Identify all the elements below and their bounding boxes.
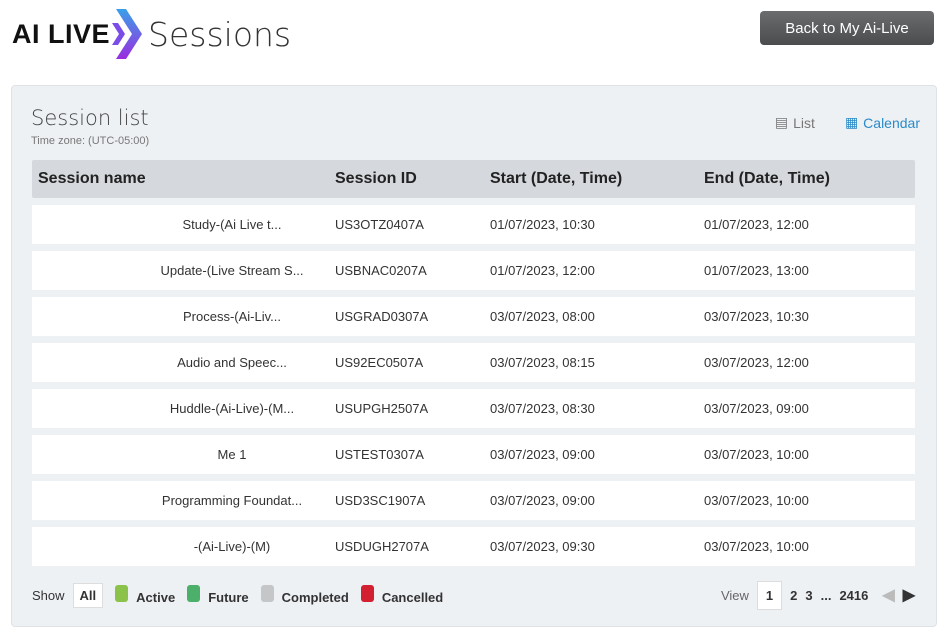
chevron-logo-icon xyxy=(112,9,143,59)
table-row[interactable]: Huddle-(Ai-Live)-(M... USUPGH2507A 03/07/2… xyxy=(32,389,915,428)
page-2[interactable]: 2 xyxy=(790,587,798,603)
table-row[interactable]: Update-(Live Stream S... USBNAC0207A 01/07… xyxy=(32,251,915,290)
next-page-icon[interactable]: ▶ xyxy=(902,587,915,604)
session-id: US3OTZ0407A xyxy=(335,217,424,232)
session-name: Huddle-(Ai-Live)-(M... xyxy=(169,401,295,416)
session-id: USUPGH2507A xyxy=(335,401,429,416)
page-last[interactable]: 2416 xyxy=(839,587,869,603)
end-time: 03/07/2023, 09:00 xyxy=(704,401,809,416)
session-list-panel: Session list Time zone: (UTC-05:00) ▤ Lis… xyxy=(11,85,937,627)
legend-swatch-future[interactable] xyxy=(187,585,201,602)
column-header-session-name[interactable]: Session name xyxy=(38,170,146,187)
column-header-start[interactable]: Start (Date, Time) xyxy=(490,170,623,187)
show-label: Show xyxy=(32,587,65,603)
start-time: 03/07/2023, 09:00 xyxy=(490,493,595,508)
table-row[interactable]: Programming Foundat... USD3SC1907A 03/07/2… xyxy=(32,481,915,520)
session-name: -(Ai-Live)-(M) xyxy=(193,539,271,554)
filter-all[interactable]: All xyxy=(72,582,104,608)
end-time: 01/07/2023, 13:00 xyxy=(704,263,809,278)
list-label: List xyxy=(793,114,815,131)
session-id: USTEST0307A xyxy=(335,447,424,462)
table-footer: Show All Active Future Completed Cancelled … xyxy=(32,580,915,610)
session-id: USD3SC1907A xyxy=(335,493,426,508)
session-name: Process-(Ai-Liv... xyxy=(183,309,281,324)
end-time: 03/07/2023, 10:00 xyxy=(704,539,809,554)
list-view-toggle[interactable]: ▤ List xyxy=(775,114,815,131)
start-time: 03/07/2023, 08:30 xyxy=(490,401,595,416)
column-header-end[interactable]: End (Date, Time) xyxy=(704,170,830,187)
legend-swatch-completed[interactable] xyxy=(260,585,274,602)
page-ellipsis: ... xyxy=(820,587,832,603)
start-time: 03/07/2023, 09:00 xyxy=(490,447,595,462)
session-name: Me 1 xyxy=(217,447,247,462)
session-name: Programming Foundat... xyxy=(161,493,303,508)
calendar-icon: ▦ xyxy=(844,114,859,130)
back-to-my-ai-live-button[interactable]: Back to My Ai-Live xyxy=(760,11,934,45)
view-label: View xyxy=(720,587,749,603)
logo: AI LIVE Sessions xyxy=(12,8,291,60)
calendar-view-toggle[interactable]: ▦ Calendar xyxy=(845,114,920,131)
filter-future[interactable]: Future xyxy=(208,590,249,605)
table-row[interactable]: Process-(Ai-Liv... USGRAD0307A 03/07/2023,… xyxy=(32,297,915,336)
end-time: 01/07/2023, 12:00 xyxy=(704,217,809,232)
calendar-label: Calendar xyxy=(863,114,920,131)
panel-title: Session list xyxy=(31,106,149,130)
table-row[interactable]: Me 1 USTEST0307A 03/07/2023, 09:00 03/07/20… xyxy=(32,435,915,474)
session-id: USBNAC0207A xyxy=(335,263,427,278)
legend-swatch-cancelled[interactable] xyxy=(360,585,374,602)
prev-page-icon[interactable]: ◀ xyxy=(882,587,895,604)
session-name: Audio and Speec... xyxy=(177,355,287,370)
page-1[interactable]: 1 xyxy=(756,580,783,610)
filter-active[interactable]: Active xyxy=(136,590,176,605)
brand-text: AI LIVE xyxy=(12,18,111,49)
timezone-label: Time zone: (UTC-05:00) xyxy=(31,135,150,147)
session-name: Update-(Live Stream S... xyxy=(160,263,304,278)
start-time: 01/07/2023, 10:30 xyxy=(490,217,595,232)
column-header-session-id[interactable]: Session ID xyxy=(335,170,417,187)
session-name: Study-(Ai Live t... xyxy=(182,217,282,232)
start-time: 03/07/2023, 08:00 xyxy=(490,309,595,324)
start-time: 03/07/2023, 08:15 xyxy=(490,355,595,370)
page-3[interactable]: 3 xyxy=(805,587,813,603)
end-time: 03/07/2023, 10:30 xyxy=(704,309,809,324)
filter-completed[interactable]: Completed xyxy=(281,590,349,605)
legend-swatch-active[interactable] xyxy=(115,585,129,602)
session-id: USGRAD0307A xyxy=(335,309,429,324)
session-id: US92EC0507A xyxy=(335,355,424,370)
filter-cancelled[interactable]: Cancelled xyxy=(381,590,444,605)
end-time: 03/07/2023, 12:00 xyxy=(704,355,809,370)
table-row[interactable]: Audio and Speec... US92EC0507A 03/07/2023,… xyxy=(32,343,915,382)
table-row[interactable]: -(Ai-Live)-(M) USDUGH2707A 03/07/2023, 09:… xyxy=(32,527,915,566)
start-time: 03/07/2023, 09:30 xyxy=(490,539,595,554)
page-title: Sessions xyxy=(148,14,292,54)
table-row[interactable]: Study-(Ai Live t... US3OTZ0407A 01/07/2023… xyxy=(32,205,915,244)
table-header: Session name Session ID Start (Date, Tim… xyxy=(32,160,915,198)
end-time: 03/07/2023, 10:00 xyxy=(704,447,809,462)
end-time: 03/07/2023, 10:00 xyxy=(704,493,809,508)
list-icon: ▤ xyxy=(774,114,789,130)
start-time: 01/07/2023, 12:00 xyxy=(490,263,595,278)
session-id: USDUGH2707A xyxy=(335,539,429,554)
